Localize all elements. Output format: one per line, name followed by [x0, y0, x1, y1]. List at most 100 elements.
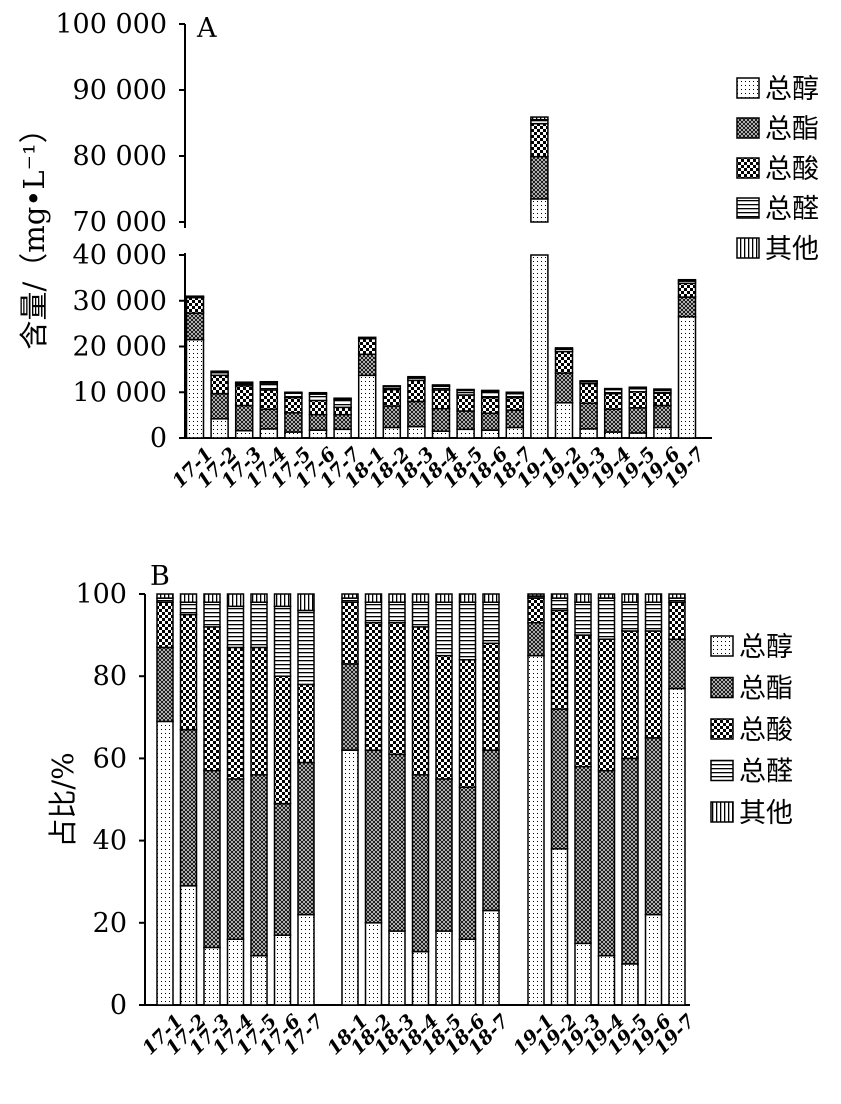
bar-seg-19-6-crosshatch [644, 737, 663, 916]
bar-seg-17-2-checker [179, 613, 198, 731]
bar-seg-17-1-dots [156, 720, 174, 1006]
legend-swatch-horizontal [736, 197, 760, 219]
bar-19-7 [677, 278, 697, 439]
bar-19-5 [621, 593, 639, 1006]
bar-seg-19-5-checker [628, 391, 648, 409]
bar-seg-17-1-vertical [156, 593, 174, 599]
bar-seg-18-7-crosshatch [482, 749, 500, 912]
legend-swatch-checker [710, 718, 734, 740]
bar-seg-17-7-checker [333, 406, 352, 416]
bar-seg-18-3-crosshatch [388, 753, 406, 932]
bar-seg-19-7-checker [668, 601, 686, 640]
bar-17-1 [185, 295, 205, 439]
y-tick-label: 10 000 [73, 377, 167, 408]
bar-seg-19-5-crosshatch [621, 757, 639, 965]
bar-19-1 [530, 116, 549, 439]
bar-seg-19-7-dots [668, 687, 686, 1006]
bar-seg-17-7-dots [333, 428, 352, 439]
bar-seg-18-5-crosshatch [456, 410, 475, 431]
bar-seg-17-6-vertical [308, 391, 328, 395]
bar-seg-18-6-checker [458, 659, 477, 788]
bar-seg-18-4-dots [431, 430, 451, 439]
bar-seg-19-2-dots [550, 848, 569, 1006]
bar-seg-17-2-vertical [179, 593, 198, 603]
bar-19-5 [628, 386, 648, 439]
bar-seg-19-1-vertical [530, 116, 549, 121]
bar-seg-17-2-checker [210, 374, 229, 395]
bar-18-1 [341, 593, 359, 1006]
y-tick-label: 0 [110, 990, 127, 1021]
bar-seg-17-6-horizontal [308, 393, 328, 402]
bar-seg-18-2-horizontal [364, 601, 383, 624]
bar-seg-17-2-dots [210, 418, 229, 439]
bar-seg-19-5-horizontal [621, 601, 639, 632]
legend-label: 总酸 [765, 154, 819, 185]
bar-18-3 [407, 375, 426, 439]
bar-seg-19-2-checker [550, 609, 569, 710]
bar-seg-19-4-vertical [597, 593, 616, 599]
bar-seg-17-1-dots [185, 338, 205, 439]
bar-seg-18-6-vertical [480, 389, 500, 393]
legend-swatch-checker [736, 157, 760, 179]
bar-seg-18-1-checker [341, 601, 359, 665]
bar-17-3 [234, 381, 254, 439]
y-tick-label: 20 [93, 908, 127, 939]
bar-seg-19-5-vertical [628, 386, 648, 390]
bar-seg-18-4-vertical [431, 384, 451, 388]
bar-seg-17-6-checker [273, 675, 292, 805]
bar-seg-17-3-dots [234, 429, 254, 439]
y-tick-label: 90 000 [73, 75, 167, 106]
bar-seg-18-7-checker [505, 396, 525, 411]
bar-seg-19-4-crosshatch [597, 769, 616, 957]
bar-18-6 [458, 593, 477, 1006]
bar-seg-18-6-horizontal [480, 390, 500, 399]
bar-seg-19-2-checker [554, 350, 574, 374]
legend-label: 其他 [739, 798, 793, 829]
bar-seg-19-3-dots [574, 942, 592, 1006]
bar-seg-18-5-horizontal [435, 601, 453, 657]
bar-seg-18-3-vertical [407, 375, 426, 379]
legend-label: 总醇 [739, 632, 793, 663]
bar-seg-19-3-crosshatch [579, 402, 598, 430]
y-tick-label: 20 000 [73, 332, 167, 363]
y-axis-label: 含量/（mg•L⁻¹） [17, 114, 51, 349]
bar-seg-19-4-horizontal [597, 597, 616, 640]
bar-17-4 [226, 593, 245, 1006]
bar-seg-18-5-checker [435, 654, 453, 780]
bar-seg-18-4-horizontal [411, 601, 430, 628]
bar-18-4 [431, 384, 451, 439]
y-tick-label: 80 000 [73, 141, 167, 172]
bar-seg-18-7-dots [505, 426, 525, 439]
bar-17-2 [210, 370, 229, 439]
y-tick-label: 70 000 [73, 207, 167, 238]
bar-seg-17-6-horizontal [273, 605, 292, 677]
legend-swatch-horizontal [710, 759, 734, 782]
bar-seg-17-5-crosshatch [250, 774, 268, 957]
bar-seg-19-1-checker [527, 597, 545, 624]
bar-seg-17-4-dots [226, 938, 245, 1006]
bar-seg-17-7-vertical [297, 593, 315, 612]
panel-label-a: A [196, 13, 217, 44]
bar-seg-18-5-dots [456, 428, 475, 439]
bar-19-3 [579, 380, 598, 439]
bar-18-5 [456, 388, 475, 439]
bar-seg-19-2-vertical [550, 593, 569, 599]
legend-label: 总醛 [765, 194, 819, 225]
bar-seg-18-3-checker [388, 622, 406, 756]
bar-seg-18-2-checker [364, 622, 383, 751]
bar-19-6 [644, 593, 663, 1006]
bar-seg-18-3-crosshatch [407, 400, 426, 428]
bar-seg-19-6-checker [653, 392, 672, 407]
bar-seg-18-3-vertical [388, 593, 406, 603]
y-tick-label: 100 000 [55, 9, 167, 40]
bar-seg-17-7-checker [297, 683, 315, 764]
bar-seg-19-3-checker [579, 382, 598, 404]
bar-seg-18-4-checker [431, 389, 451, 410]
bar-seg-17-5-vertical [250, 593, 268, 603]
bar-seg-19-3-dots [579, 428, 598, 439]
bar-seg-17-7-crosshatch [297, 761, 315, 916]
bar-seg-19-1-dots [530, 254, 549, 439]
bar-seg-18-2-crosshatch [382, 405, 402, 429]
bar-seg-17-3-checker [203, 626, 221, 772]
